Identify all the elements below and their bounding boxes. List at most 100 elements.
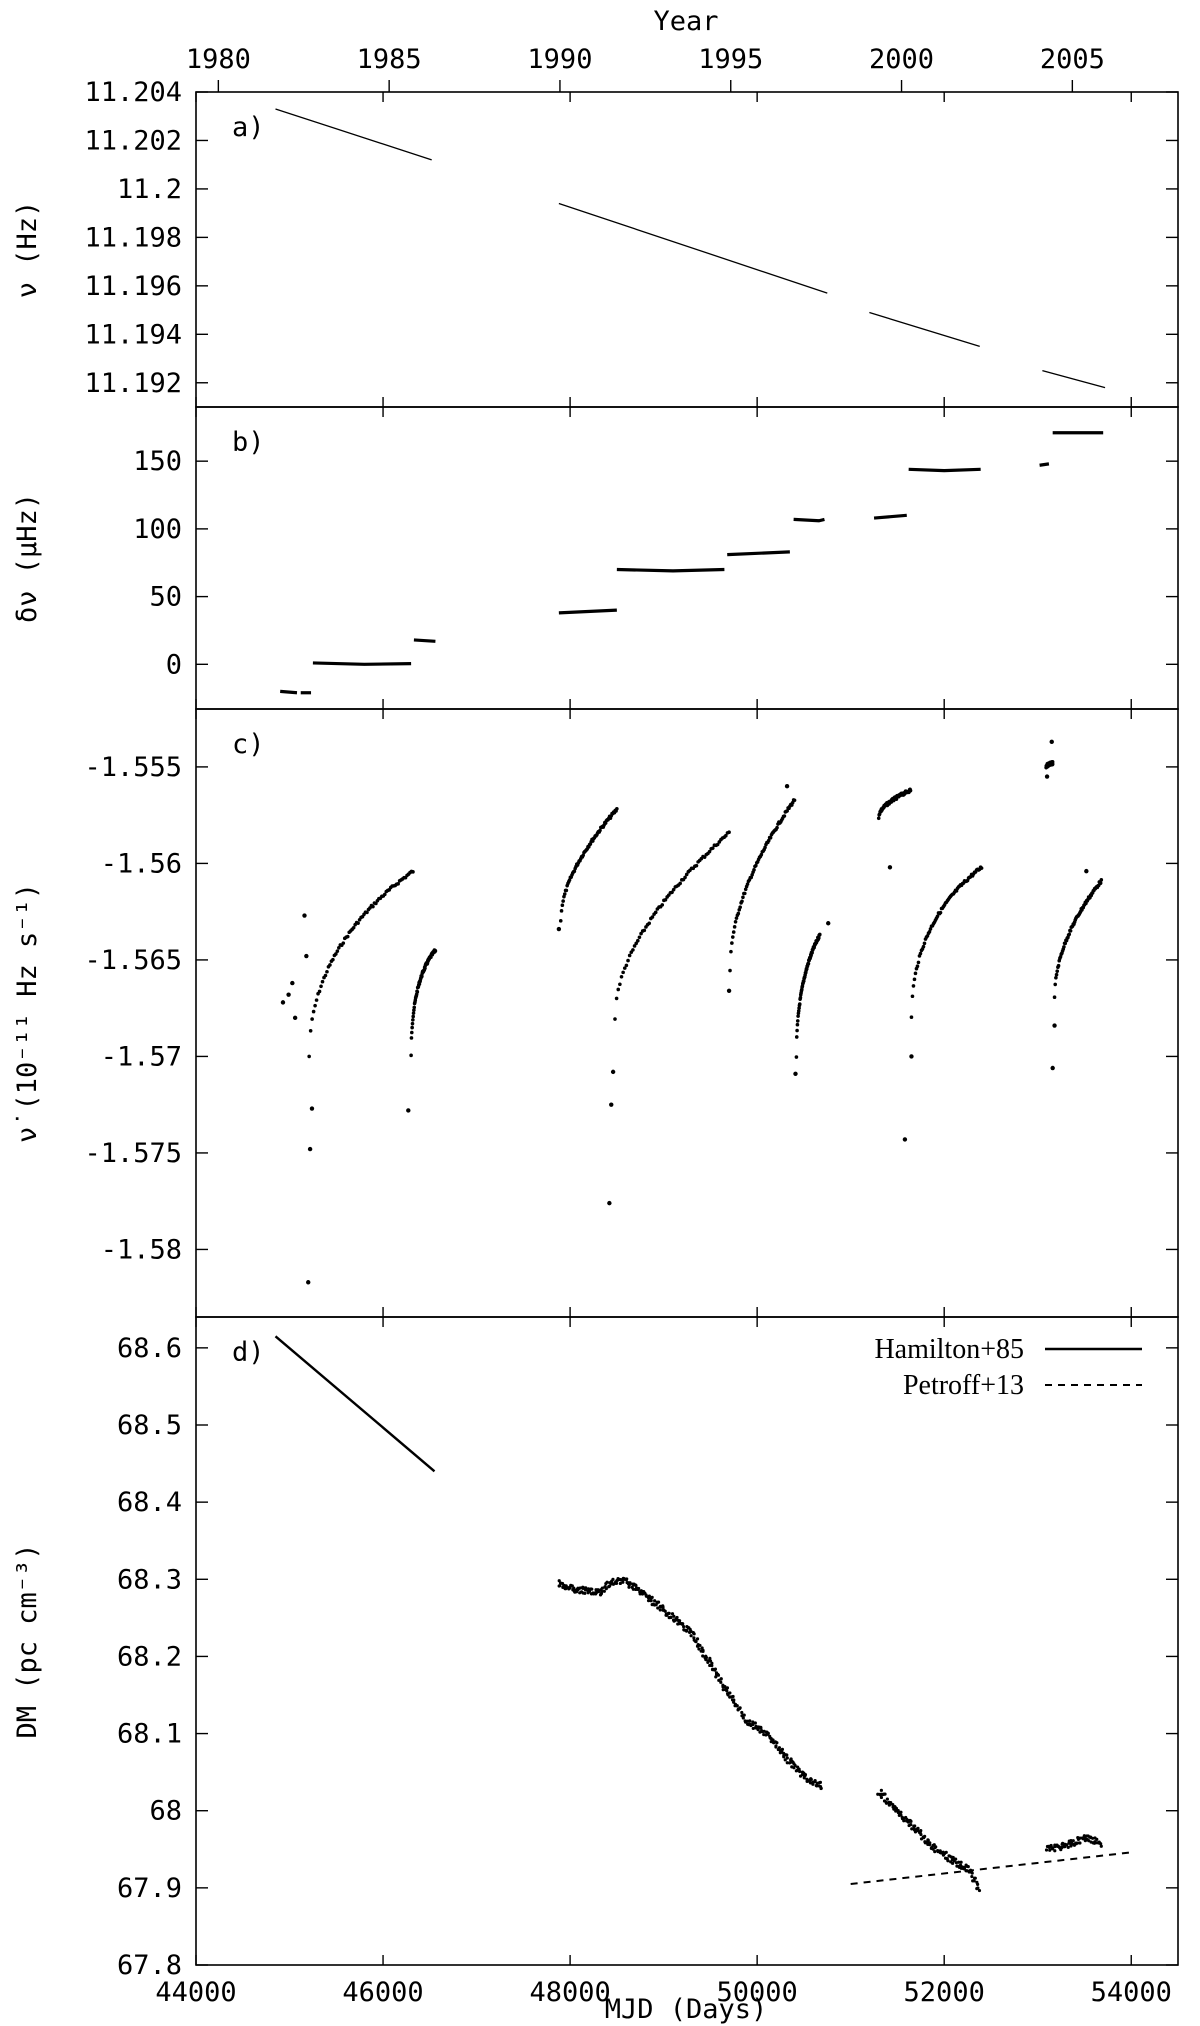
- data-point: [735, 1704, 739, 1708]
- data-point: [879, 1795, 884, 1800]
- data-point: [1060, 1842, 1064, 1846]
- panel-frame: [195, 91, 1179, 408]
- data-point: [1052, 1023, 1057, 1028]
- data-point: [918, 1830, 922, 1834]
- data-point: [951, 1861, 955, 1865]
- data-point: [976, 1886, 980, 1890]
- data-point: [600, 1586, 604, 1590]
- data-point: [957, 1860, 961, 1864]
- data-point: [586, 1587, 591, 1591]
- panel-frame: [195, 708, 1179, 1318]
- data-point: [631, 948, 635, 952]
- data-point: [604, 1587, 608, 1591]
- data-series: [1042, 370, 1106, 389]
- data-point: [621, 970, 625, 975]
- data-point: [826, 921, 831, 926]
- data-point: [334, 952, 338, 956]
- data-point: [724, 833, 728, 838]
- data-point: [911, 984, 916, 988]
- data-point: [753, 1721, 757, 1725]
- data-point: [611, 1577, 615, 1581]
- data-point: [600, 1589, 604, 1593]
- data-point: [317, 989, 322, 994]
- data-point: [570, 1584, 574, 1588]
- data-point: [610, 1069, 616, 1075]
- data-series: [793, 517, 825, 523]
- data-point: [415, 990, 420, 994]
- data-point: [887, 865, 893, 870]
- data-series: [558, 202, 828, 294]
- data-point: [751, 1722, 755, 1727]
- data-point: [780, 1747, 785, 1751]
- data-series: [727, 550, 790, 557]
- year-axis-label: Year: [653, 6, 718, 37]
- data-point: [650, 1595, 654, 1599]
- data-point: [615, 806, 619, 811]
- data-point: [671, 887, 676, 892]
- data-point: [796, 1014, 800, 1018]
- panels: 11.204 11.202 11.2 11.198 11.196 11.194 11.192…: [12, 77, 1179, 2008]
- data-point: [819, 1786, 823, 1791]
- y-tick-label: -1.565: [84, 945, 182, 976]
- legend-label: Hamilton+85: [874, 1334, 1024, 1365]
- year-tick-label: 1980: [186, 44, 251, 75]
- data-point: [923, 1834, 927, 1838]
- data-point: [667, 1611, 671, 1615]
- data-point: [879, 1788, 883, 1792]
- data-point: [559, 909, 564, 913]
- data-point: [1078, 1841, 1082, 1845]
- data-point: [726, 988, 732, 994]
- data-point: [795, 1019, 800, 1023]
- data-point: [811, 1782, 815, 1786]
- data-point: [653, 1599, 657, 1603]
- data-point: [631, 1587, 635, 1591]
- data-point: [731, 930, 736, 934]
- data-point: [292, 1015, 298, 1021]
- data-point: [916, 960, 921, 965]
- data-point: [752, 868, 756, 872]
- data-point: [725, 1686, 730, 1690]
- data-point: [656, 1606, 660, 1610]
- data-point: [325, 969, 329, 974]
- data-series: [869, 311, 980, 348]
- data-point: [894, 1806, 899, 1811]
- data-point: [782, 814, 787, 818]
- y-tick-label: 11.192: [84, 368, 182, 399]
- data-point: [966, 1864, 970, 1869]
- data-point: [756, 1728, 760, 1732]
- data-point: [412, 1008, 416, 1012]
- data-point: [607, 1200, 612, 1206]
- data-point: [908, 788, 913, 793]
- data-point: [626, 958, 630, 963]
- y-axis-label: ν̇ (10⁻¹¹ Hz s⁻¹): [12, 883, 43, 1143]
- data-point: [663, 897, 668, 902]
- data-point: [1050, 1847, 1054, 1851]
- data-point: [973, 1876, 977, 1880]
- data-point: [678, 881, 682, 886]
- data-series: [280, 689, 298, 695]
- data-point: [818, 932, 822, 937]
- data-point: [335, 949, 340, 953]
- data-point: [637, 935, 642, 940]
- data-point: [618, 982, 622, 987]
- data-point: [944, 1850, 948, 1854]
- data-point: [1052, 995, 1057, 1000]
- year-tick-label: 1995: [698, 44, 763, 75]
- data-point: [707, 849, 712, 854]
- data-point: [732, 1698, 736, 1702]
- data-point: [410, 1021, 415, 1026]
- data-point: [567, 878, 572, 882]
- data-point: [714, 1675, 718, 1679]
- data-point: [1056, 963, 1061, 968]
- y-tick-label: -1.56: [101, 848, 182, 879]
- panel-label: a): [232, 112, 265, 143]
- data-point: [803, 1773, 808, 1777]
- data-point: [970, 1874, 974, 1879]
- data-point: [719, 1680, 723, 1684]
- data-point: [713, 1667, 718, 1671]
- data-point: [927, 930, 932, 934]
- data-point: [796, 1009, 801, 1013]
- data-point: [754, 863, 758, 868]
- data-point: [411, 1014, 415, 1019]
- data-point: [618, 1581, 622, 1586]
